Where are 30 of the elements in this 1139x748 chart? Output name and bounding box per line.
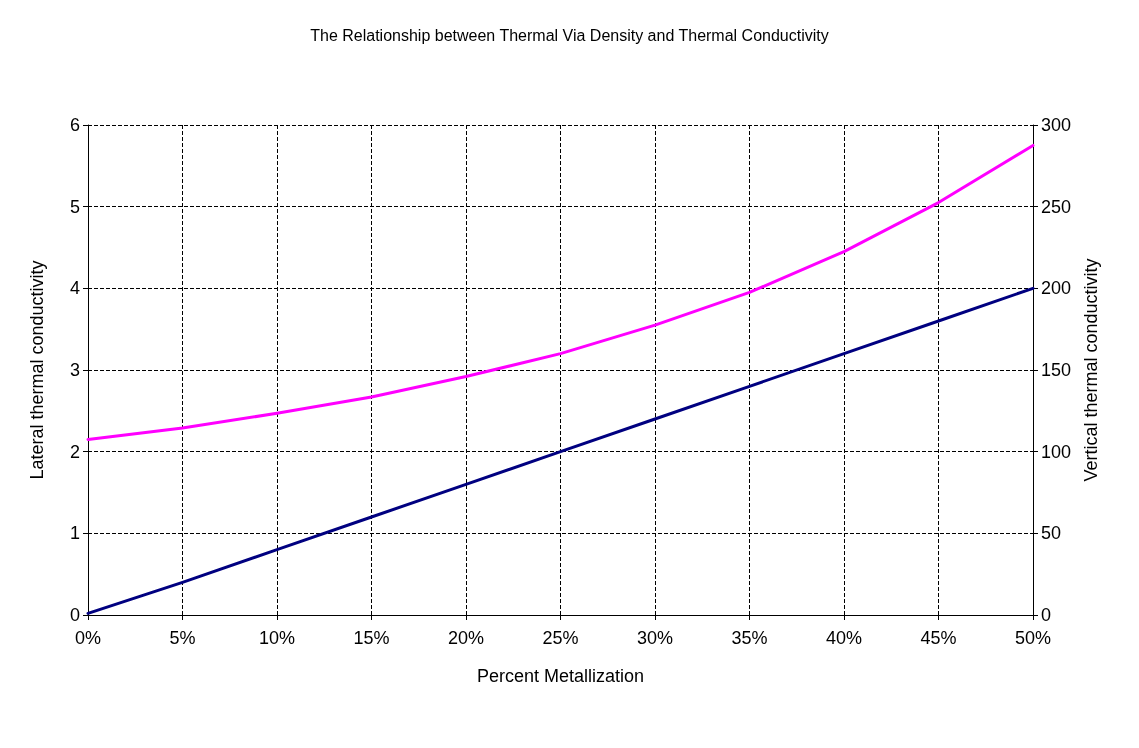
x-tick-label: 40% [825,628,863,648]
y2-tick-label: 100 [1041,441,1072,462]
x-tick-label: 30% [636,628,674,648]
x-tick-label: 45% [920,628,957,648]
x-tick-label: 5% [169,628,196,648]
y-tick-label: 3 [69,360,80,380]
x-tick-label: 50% [1014,628,1052,648]
x-tick-label: 10% [258,628,296,648]
x-tick-label: 20% [447,628,485,648]
y-tick-label: 5 [69,196,80,217]
y2-tick-label: 250 [1041,196,1072,217]
y2-tick-label: 300 [1041,115,1072,135]
y-tick-label: 2 [69,441,80,462]
y2-tick-label: 150 [1041,360,1072,380]
x-tick-label: 0% [74,628,102,648]
x-tick-label: 15% [353,628,390,648]
x-tick-label: 35% [731,628,768,648]
chart-title: The Relationship between Thermal Via Density and Thermal Conductivity [310,26,829,44]
y2-tick-label: 0 [1041,605,1052,625]
y-tick-label: 1 [69,523,80,544]
y-tick-label: 0 [69,605,80,625]
y2-axis-title: Vertical thermal conductivity [1080,258,1101,482]
x-axis-title: Percent Metallization [476,666,645,686]
y-tick-label: 6 [69,115,80,135]
x-tick-label: 25% [542,628,579,648]
line-series [86,143,1035,441]
y2-tick-label: 50 [1041,523,1062,544]
y2-tick-label: 200 [1041,278,1072,299]
y-tick-label: 4 [69,278,80,299]
y-axis-title: Lateral thermal conductivity [27,260,47,480]
